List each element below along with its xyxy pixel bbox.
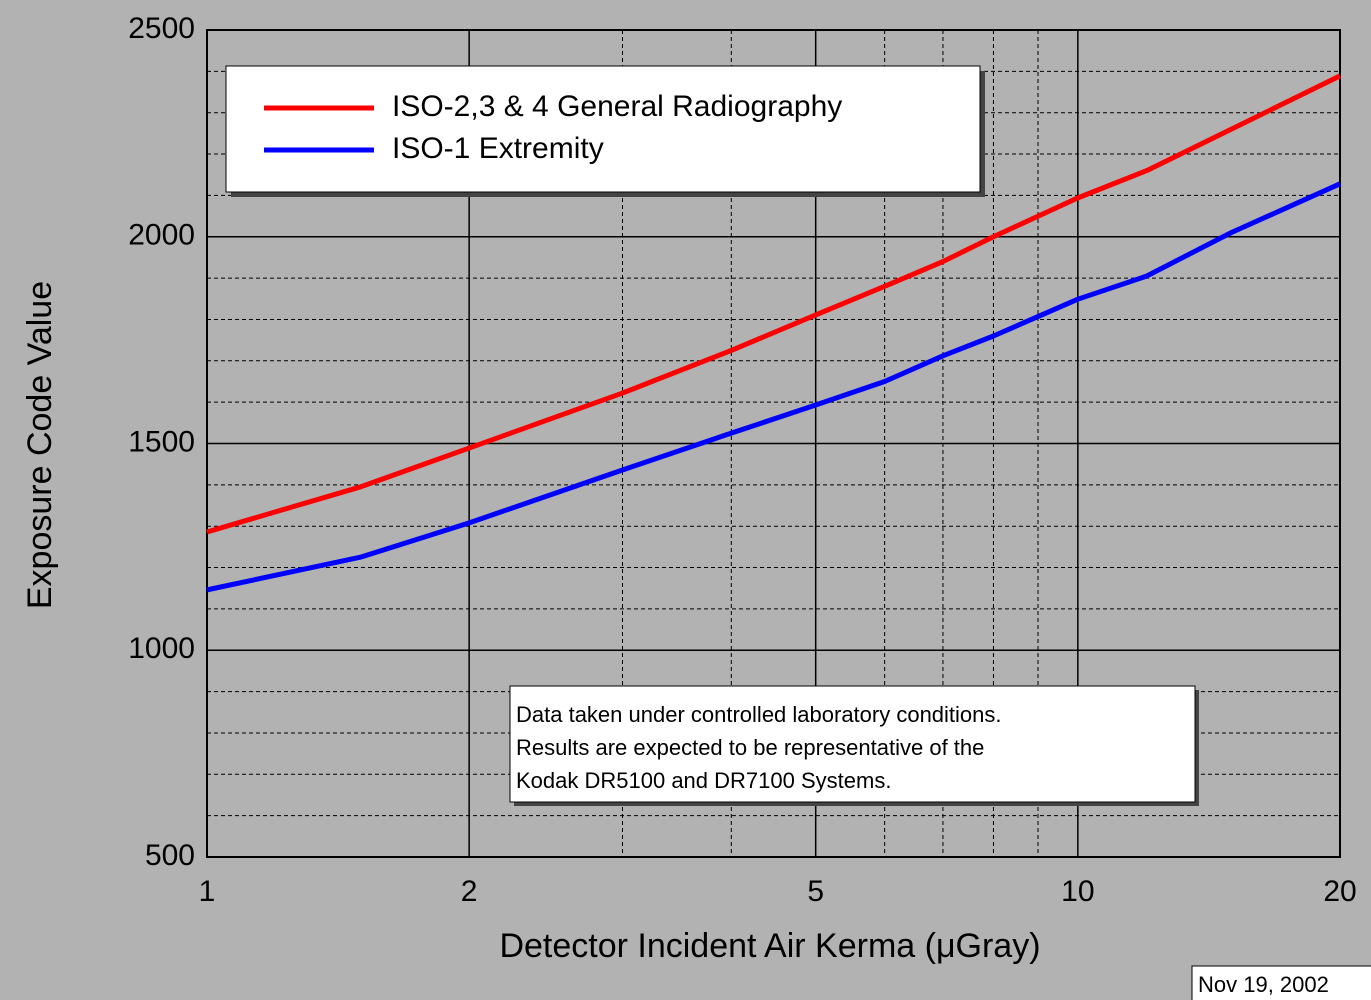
y-tick-label: 2000 xyxy=(128,219,195,252)
legend xyxy=(225,65,981,193)
annotation: Results are expected to be representativ… xyxy=(516,735,984,760)
data-line xyxy=(206,73,1342,535)
x-tick-label: 1 xyxy=(199,875,216,908)
y-axis-title: Exposure Code Value xyxy=(21,281,59,609)
annotation: Data taken under controlled laboratory c… xyxy=(516,702,1002,727)
legend-label: ISO-1 Extremity xyxy=(392,132,604,165)
y-tick-label: 2500 xyxy=(128,12,195,45)
date: Nov 19, 2002 xyxy=(1198,972,1329,997)
x-axis-title: Detector Incident Air Kerma (μGray) xyxy=(499,927,1040,965)
y-tick-label: 500 xyxy=(145,839,195,872)
annotation: Kodak DR5100 and DR7100 Systems. xyxy=(516,768,891,793)
legend-label: ISO-2,3 & 4 General Radiography xyxy=(392,90,842,123)
x-tick-label: 5 xyxy=(807,875,824,908)
annotation-box xyxy=(509,685,1196,803)
y-tick-label: 1500 xyxy=(128,425,195,458)
x-tick-label: 20 xyxy=(1323,875,1356,908)
data-line xyxy=(206,181,1342,593)
plot-frame xyxy=(206,29,1341,858)
date-box xyxy=(1191,965,1371,1000)
x-tick-label: 10 xyxy=(1061,875,1094,908)
y-tick-label: 1000 xyxy=(128,632,195,665)
x-tick-label: 2 xyxy=(461,875,478,908)
